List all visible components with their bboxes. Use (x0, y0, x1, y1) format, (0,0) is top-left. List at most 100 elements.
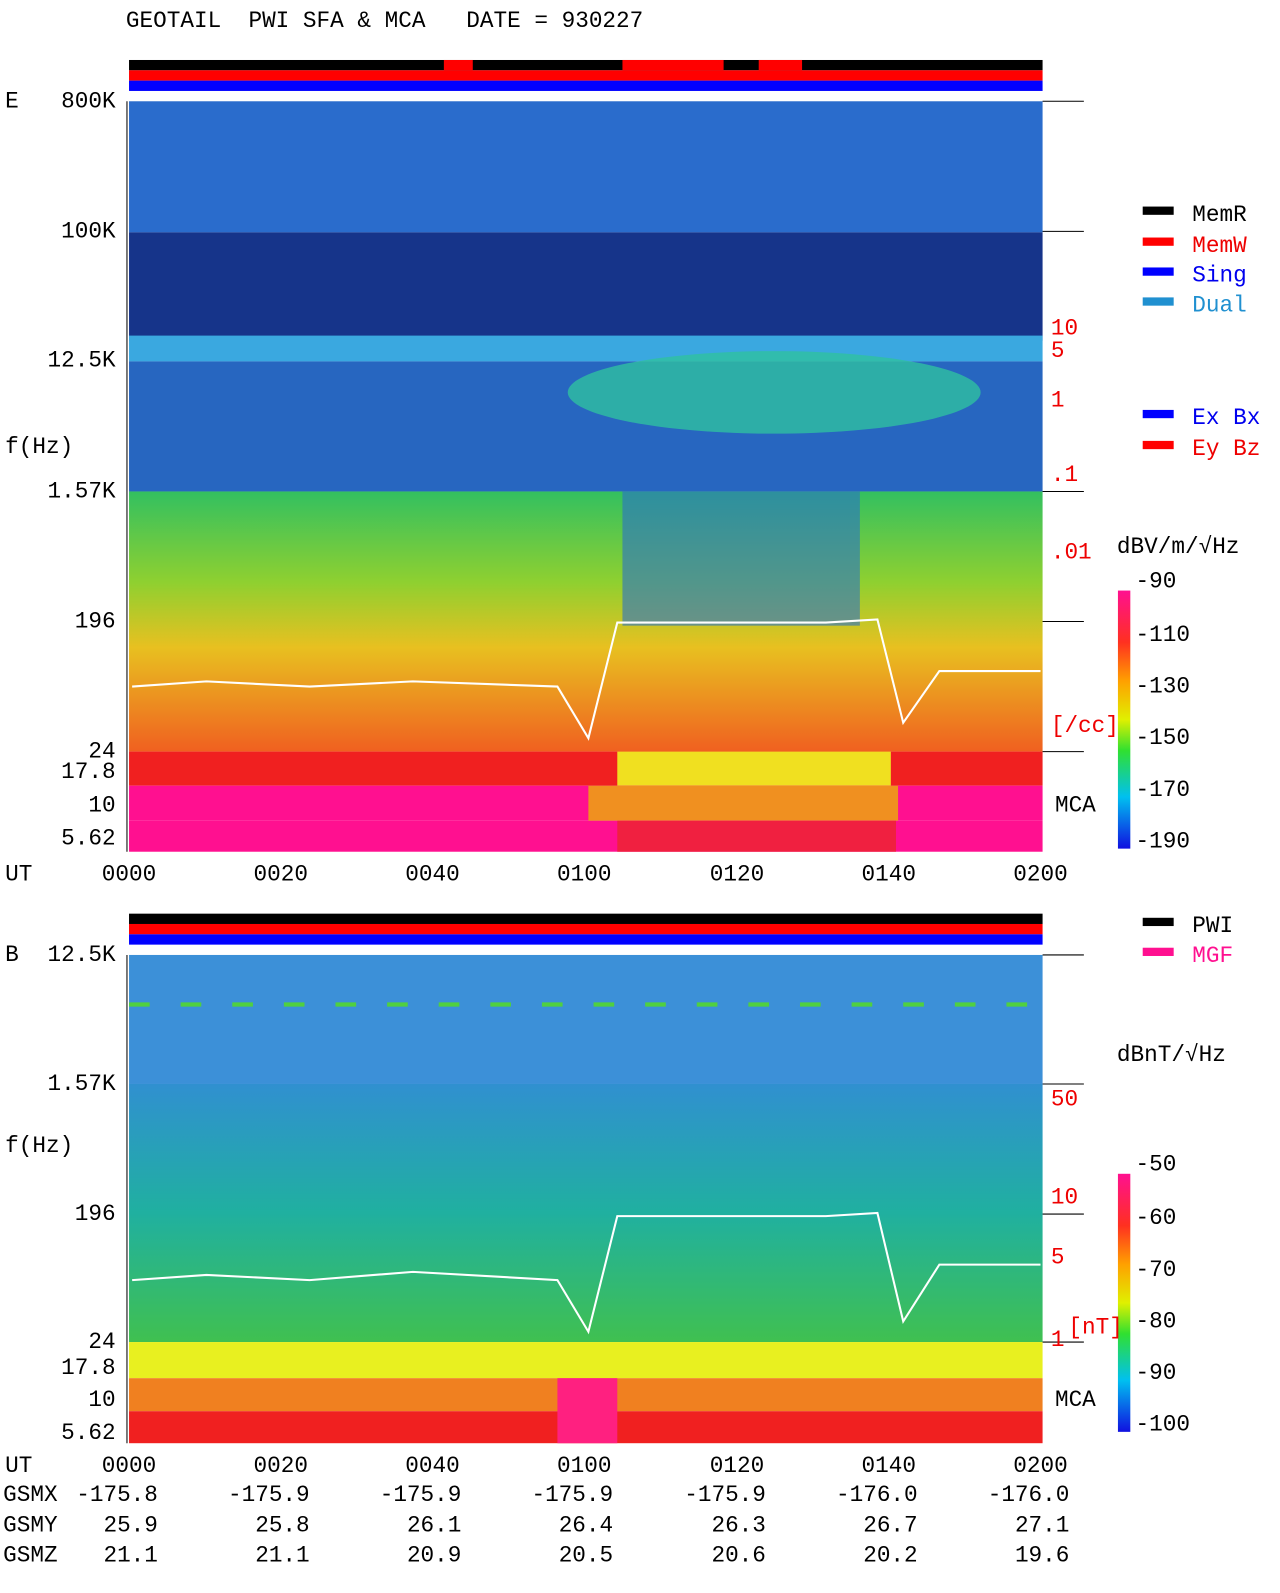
field-label: 5 (1051, 1244, 1065, 1270)
freq-label: 12.5K (48, 347, 116, 373)
panel-label: B (5, 942, 19, 968)
legend-label: PWI (1192, 913, 1233, 939)
freq-label: 196 (75, 1201, 116, 1227)
orbit-value: 25.8 (255, 1512, 309, 1538)
density-label: .01 (1051, 539, 1092, 565)
orbit-name: GSMY (3, 1512, 58, 1538)
colorbar-tick: -150 (1135, 725, 1189, 751)
time-label: 0040 (405, 1453, 459, 1479)
orbit-value: 26.3 (711, 1512, 765, 1538)
time-label: 0140 (862, 1453, 916, 1479)
colorbar-title: dBnT/√Hz (1117, 1042, 1226, 1068)
orbit-value: 20.9 (407, 1543, 461, 1569)
colorbar-tick: -50 (1135, 1152, 1176, 1178)
field-label: 1 (1051, 1327, 1065, 1353)
legend-label: Sing (1192, 263, 1246, 289)
colorbar-tick: -90 (1135, 1360, 1176, 1386)
axis-title: f(Hz) (5, 434, 73, 460)
orbit-value: 26.4 (559, 1512, 613, 1538)
orbit-name: GSMX (3, 1482, 58, 1508)
orbit-value: 19.6 (1015, 1543, 1069, 1569)
freq-label: 24 (88, 1329, 115, 1355)
density-label: [/cc] (1051, 713, 1119, 739)
freq-label: 10 (88, 1387, 115, 1413)
colorbar-tick: -170 (1135, 777, 1189, 803)
time-label: 0040 (405, 861, 459, 887)
field-label: 10 (1051, 1185, 1078, 1211)
freq-label: 17.8 (61, 759, 115, 785)
time-label: 0000 (102, 1453, 156, 1479)
orbit-value: -175.9 (380, 1482, 462, 1508)
colorbar-title: dBV/m/√Hz (1117, 534, 1240, 560)
time-label: 0020 (254, 861, 308, 887)
freq-label: 10 (88, 792, 115, 818)
time-label: 0000 (102, 861, 156, 887)
time-label: 0100 (557, 861, 611, 887)
time-label: 0020 (254, 1453, 308, 1479)
time-label: 0140 (862, 861, 916, 887)
spectrogram-b (126, 913, 1131, 1444)
orbit-value: -175.9 (228, 1482, 310, 1508)
freq-label: 1.57K (48, 1071, 116, 1097)
field-label: 50 (1051, 1086, 1078, 1112)
orbit-value: 26.7 (863, 1512, 917, 1538)
orbit-value: -175.9 (531, 1482, 613, 1508)
density-label: .1 (1051, 462, 1078, 488)
time-label: 0200 (1013, 1453, 1067, 1479)
spectrogram-e (126, 59, 1131, 852)
legend-label: MemW (1192, 233, 1247, 259)
panel-label: E (5, 88, 19, 114)
colorbar-tick: -70 (1135, 1257, 1176, 1283)
orbit-value: 21.1 (103, 1543, 157, 1569)
orbit-name: GSMZ (3, 1543, 57, 1569)
colorbar-tick: -80 (1135, 1308, 1176, 1334)
mca-label: MCA (1055, 1387, 1096, 1413)
time-label: 0120 (710, 861, 764, 887)
orbit-value: 26.1 (407, 1512, 461, 1538)
orbit-value: -175.8 (76, 1482, 158, 1508)
field-label: [nT] (1068, 1315, 1122, 1341)
legend-swatches (1142, 206, 1174, 956)
freq-label: 24 (88, 739, 115, 765)
colorbar-tick: -100 (1135, 1412, 1189, 1438)
freq-label: 1.57K (48, 478, 116, 504)
time-title: UT (5, 1453, 32, 1479)
orbit-value: -176.0 (988, 1482, 1070, 1508)
axis-title: f(Hz) (5, 1133, 73, 1159)
colorbar-tick: -190 (1135, 828, 1189, 854)
orbit-value: 25.9 (103, 1512, 157, 1538)
freq-label: 5.62 (61, 825, 115, 851)
time-label: 0100 (557, 1453, 611, 1479)
legend-label: Ex Bx (1192, 405, 1260, 431)
legend-label: Ey Bz (1192, 436, 1260, 462)
colorbar-tick: -110 (1135, 622, 1189, 648)
orbit-value: 20.6 (711, 1543, 765, 1569)
colorbar-tick: -90 (1135, 568, 1176, 594)
freq-label: 12.5K (48, 942, 116, 968)
legend-label: MemR (1192, 202, 1247, 228)
colorbar-tick: -130 (1135, 674, 1189, 700)
freq-label: 17.8 (61, 1355, 115, 1381)
freq-label: 5.62 (61, 1420, 115, 1446)
mca-label: MCA (1055, 792, 1096, 818)
freq-label: 800K (61, 88, 116, 114)
orbit-value: -175.9 (684, 1482, 766, 1508)
time-label: 0200 (1013, 861, 1067, 887)
orbit-value: 20.5 (559, 1543, 613, 1569)
freq-label: 100K (61, 218, 116, 244)
orbit-value: 21.1 (255, 1543, 309, 1569)
time-title: UT (5, 861, 32, 887)
orbit-value: -176.0 (836, 1482, 918, 1508)
legend-label: Dual (1192, 293, 1246, 319)
title: GEOTAIL PWI SFA & MCA DATE = 930227 (126, 8, 643, 34)
density-label: 5 (1051, 338, 1065, 364)
orbit-value: 27.1 (1015, 1512, 1069, 1538)
orbit-value: 20.2 (863, 1543, 917, 1569)
legend-label: MGF (1192, 943, 1233, 969)
freq-label: 196 (75, 609, 116, 635)
time-label: 0120 (710, 1453, 764, 1479)
density-label: 10 (1051, 315, 1078, 341)
colorbar-tick: -60 (1135, 1205, 1176, 1231)
